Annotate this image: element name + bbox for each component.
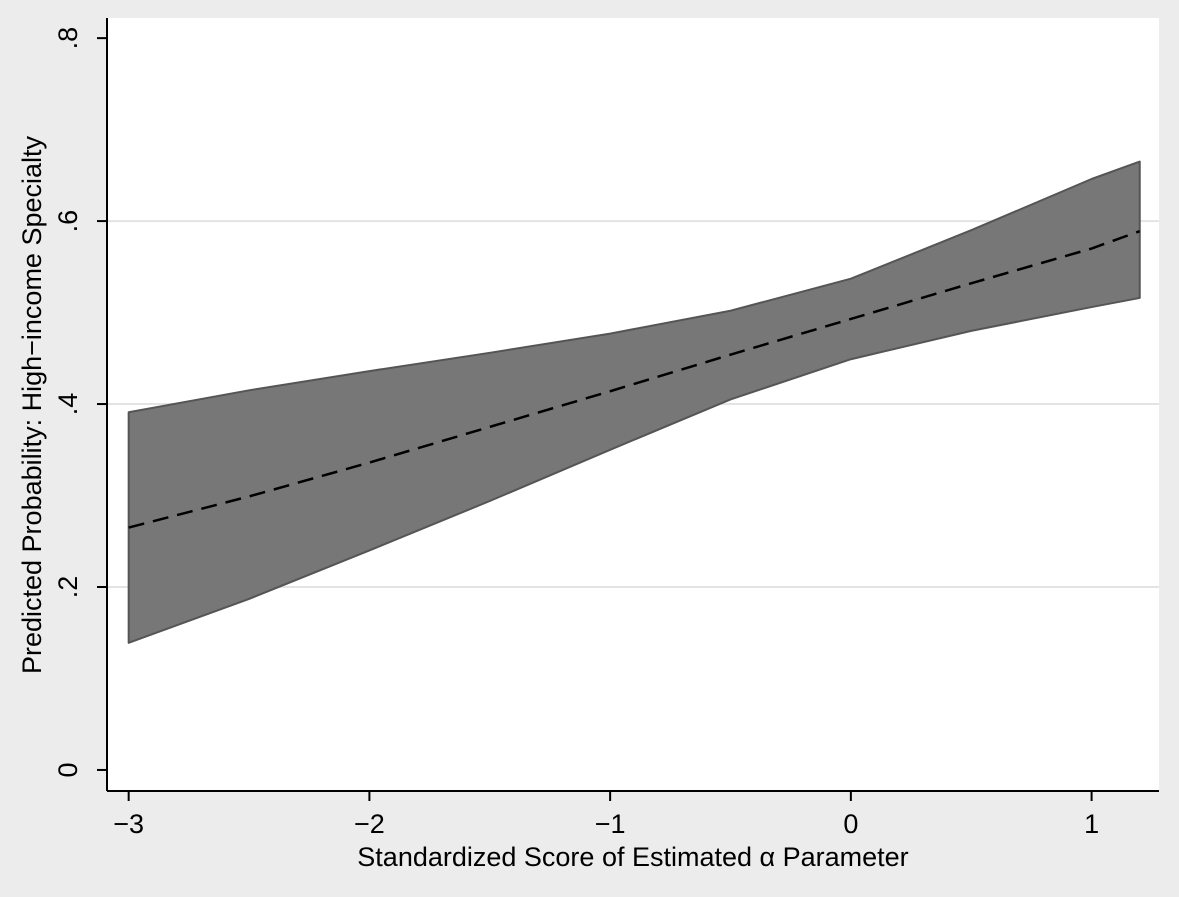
confidence-band: [127, 160, 1141, 644]
y-tick-label-2: .4: [53, 393, 83, 416]
prediction-line: [128, 229, 1141, 529]
y-tick-label-4: .8: [53, 27, 83, 50]
x-axis-title: Standardized Score of Estimated α Parame…: [357, 842, 908, 872]
prediction-line-layer: [128, 229, 1141, 529]
confidence-band-layer: [127, 160, 1141, 644]
y-tick-label-0: 0: [53, 762, 83, 777]
x-tick-label-4: 1: [1084, 809, 1099, 839]
y-axis-title: Predicted Probability: High−income Speci…: [17, 135, 47, 674]
x-tick-label-0: −3: [113, 809, 144, 839]
y-tick-label-1: .2: [53, 576, 83, 599]
x-tick-label-3: 0: [843, 809, 858, 839]
x-tick-label-2: −1: [595, 809, 626, 839]
ticks: −3 −2 −1 0 1 0 .2 .4 .6 .8: [53, 27, 1099, 839]
y-tick-label-3: .6: [53, 210, 83, 233]
x-tick-label-1: −2: [354, 809, 385, 839]
